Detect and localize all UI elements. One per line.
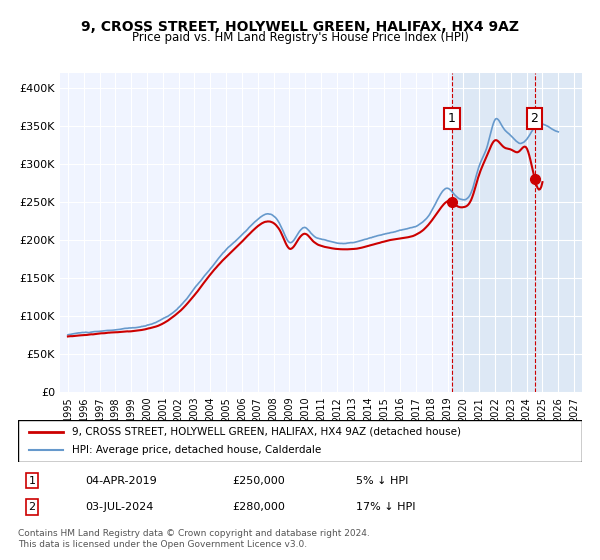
Text: £250,000: £250,000 [232, 475, 285, 486]
Text: This data is licensed under the Open Government Licence v3.0.: This data is licensed under the Open Gov… [18, 540, 307, 549]
Text: 2: 2 [530, 112, 538, 125]
Text: 17% ↓ HPI: 17% ↓ HPI [356, 502, 416, 512]
FancyBboxPatch shape [18, 420, 582, 462]
Text: Price paid vs. HM Land Registry's House Price Index (HPI): Price paid vs. HM Land Registry's House … [131, 31, 469, 44]
Text: 1: 1 [448, 112, 456, 125]
Text: 2: 2 [29, 502, 35, 512]
Text: 9, CROSS STREET, HOLYWELL GREEN, HALIFAX, HX4 9AZ: 9, CROSS STREET, HOLYWELL GREEN, HALIFAX… [81, 20, 519, 34]
Text: 9, CROSS STREET, HOLYWELL GREEN, HALIFAX, HX4 9AZ (detached house): 9, CROSS STREET, HOLYWELL GREEN, HALIFAX… [71, 427, 461, 437]
Text: HPI: Average price, detached house, Calderdale: HPI: Average price, detached house, Cald… [71, 445, 321, 455]
Bar [452, 73, 582, 392]
Text: £280,000: £280,000 [232, 502, 285, 512]
Text: 03-JUL-2024: 03-JUL-2024 [86, 502, 154, 512]
Text: 5% ↓ HPI: 5% ↓ HPI [356, 475, 409, 486]
Text: 1: 1 [29, 475, 35, 486]
Text: Contains HM Land Registry data © Crown copyright and database right 2024.: Contains HM Land Registry data © Crown c… [18, 529, 370, 538]
Text: 04-APR-2019: 04-APR-2019 [86, 475, 157, 486]
